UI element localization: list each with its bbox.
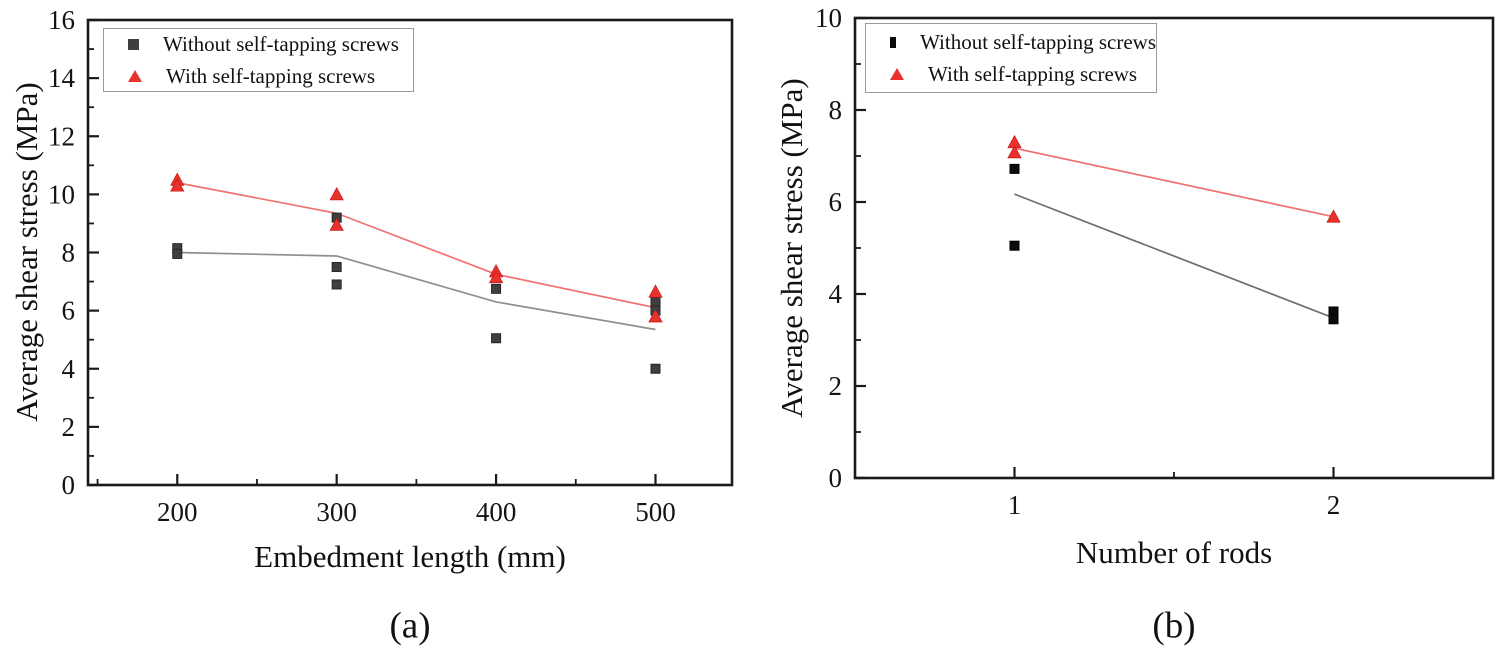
with-screws-point xyxy=(1007,144,1022,159)
legend: Without self-tapping screws With self-ta… xyxy=(865,23,1157,93)
y-tick-label: 0 xyxy=(62,470,76,500)
with-screws-point xyxy=(329,217,344,231)
legend-item-with-screws: With self-tapping screws xyxy=(890,60,1156,88)
without-screws-point xyxy=(650,296,661,307)
y-axis-title: Average shear stress (MPa) xyxy=(774,78,809,418)
without-screws-point xyxy=(331,279,342,290)
without-screws-point xyxy=(491,333,502,344)
without-screws-point xyxy=(650,363,661,374)
x-tick-label: 1 xyxy=(1008,490,1022,520)
with-screws-point xyxy=(329,187,344,201)
legend-label: With self-tapping screws xyxy=(928,61,1138,86)
panel-caption-a: (a) xyxy=(389,605,431,647)
with-screws-point xyxy=(648,309,663,323)
y-tick-label: 10 xyxy=(815,3,842,33)
y-tick-label: 4 xyxy=(62,354,76,384)
with-screws-point xyxy=(1326,209,1341,223)
without-screws-point xyxy=(331,262,342,273)
y-tick-label: 8 xyxy=(829,95,843,125)
legend-item-without-screws: Without self-tapping screws xyxy=(128,30,413,58)
x-tick-label: 500 xyxy=(635,497,676,527)
chart-b: 1 2 0 2 4 6 8 10 Average shear stress (MPa) Num… xyxy=(760,0,1500,662)
square-marker-icon xyxy=(128,38,139,50)
chart-a: 200 300 400 500 0 2 4 6 8 10 12 14 16 Average shear … xyxy=(9,5,734,647)
without-screws-trend-line xyxy=(177,251,656,331)
without-screws-point xyxy=(1328,314,1339,325)
y-tick-label: 10 xyxy=(48,179,75,209)
without-screws-point xyxy=(1009,163,1020,174)
plot-area-b: 1 2 0 2 4 6 8 10 xyxy=(815,3,1495,520)
panel-caption-b: (b) xyxy=(1152,605,1196,647)
without-screws-trend-line xyxy=(1014,193,1334,319)
y-tick-label: 0 xyxy=(829,463,843,493)
y-tick-label: 16 xyxy=(48,5,75,35)
y-axis-title: Average shear stress (MPa) xyxy=(9,82,44,422)
legend-label: Without self-tapping screws xyxy=(163,31,399,56)
x-tick-label: 400 xyxy=(476,497,517,527)
x-tick-label: 200 xyxy=(157,497,198,527)
without-screws-point xyxy=(1009,240,1020,251)
plot-area-a: 200 300 400 500 0 2 4 6 8 10 12 14 16 xyxy=(48,5,734,527)
with-screws-trend-line xyxy=(177,181,656,309)
legend-item-without-screws: Without self-tapping screws xyxy=(890,28,1156,56)
y-tick-label: 8 xyxy=(62,238,76,268)
triangle-marker-icon xyxy=(128,70,142,82)
x-tick-label: 300 xyxy=(316,497,357,527)
y-tick-label: 6 xyxy=(829,187,843,217)
y-tick-label: 4 xyxy=(829,279,843,309)
without-screws-point xyxy=(172,248,183,259)
with-screws-point xyxy=(648,284,663,298)
y-tick-label: 6 xyxy=(62,296,76,326)
legend-item-with-screws: With self-tapping screws xyxy=(128,62,413,90)
y-tick-label: 14 xyxy=(48,63,76,93)
with-screws-trend-line xyxy=(1014,147,1334,218)
x-axis-title: Number of rods xyxy=(1075,535,1273,570)
with-screws-point xyxy=(488,269,504,284)
x-axis-title: Embedment length (mm) xyxy=(254,539,566,574)
x-tick-label: 2 xyxy=(1327,490,1341,520)
with-screws-point xyxy=(170,178,185,192)
legend-label: Without self-tapping screws xyxy=(920,29,1156,54)
square-marker-icon xyxy=(890,36,897,48)
y-tick-label: 12 xyxy=(48,121,75,151)
triangle-marker-icon xyxy=(890,68,904,80)
legend: Without self-tapping screws With self-ta… xyxy=(103,28,414,92)
without-screws-point xyxy=(491,283,502,294)
y-tick-label: 2 xyxy=(829,371,843,401)
y-tick-label: 2 xyxy=(62,412,76,442)
legend-label: With self-tapping screws xyxy=(166,63,376,88)
